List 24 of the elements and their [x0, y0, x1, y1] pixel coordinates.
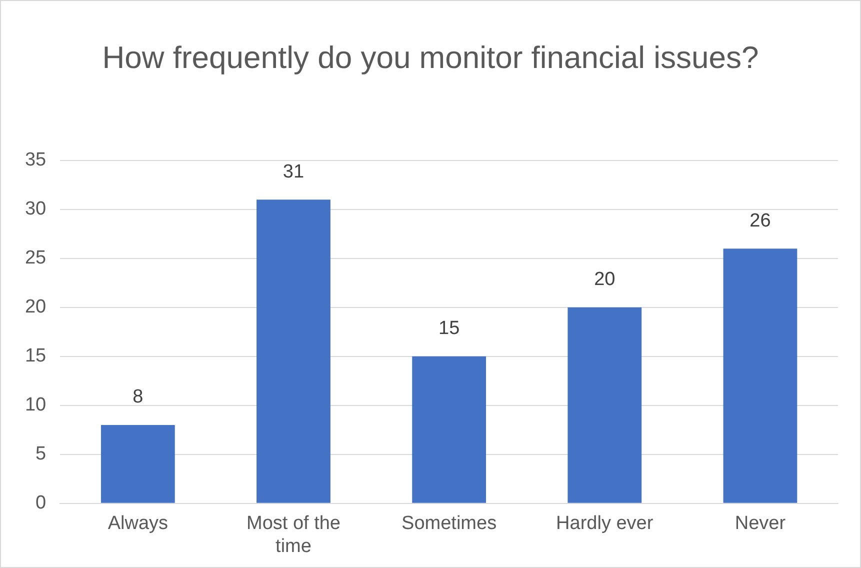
data-label: 8	[132, 386, 144, 408]
x-tick-label: Never	[734, 513, 786, 534]
data-label: 26	[750, 210, 771, 232]
data-label: 31	[282, 161, 304, 182]
y-tick-label: 0	[36, 492, 46, 514]
y-tick-label: 15	[24, 346, 46, 367]
x-tick-label: Hardly ever	[556, 513, 654, 534]
y-tick-label: 30	[24, 198, 46, 220]
y-tick-label: 5	[36, 444, 46, 465]
bar	[568, 307, 642, 503]
x-tick-label: Most of the time	[246, 513, 340, 557]
y-tick-label: 10	[24, 394, 46, 416]
x-tick-label: Sometimes	[402, 513, 497, 534]
y-tick-label: 35	[24, 150, 46, 171]
y-tick-label: 25	[24, 248, 46, 269]
chart-title: How frequently do you monitor financial issues?	[101, 39, 760, 77]
bar	[412, 356, 486, 503]
data-label: 20	[594, 269, 616, 290]
x-tick-label: Always	[108, 513, 168, 534]
y-tick-label: 20	[24, 296, 46, 318]
bar	[100, 425, 175, 503]
bar	[723, 248, 798, 503]
data-label: 15	[438, 318, 460, 340]
bar	[256, 200, 330, 503]
